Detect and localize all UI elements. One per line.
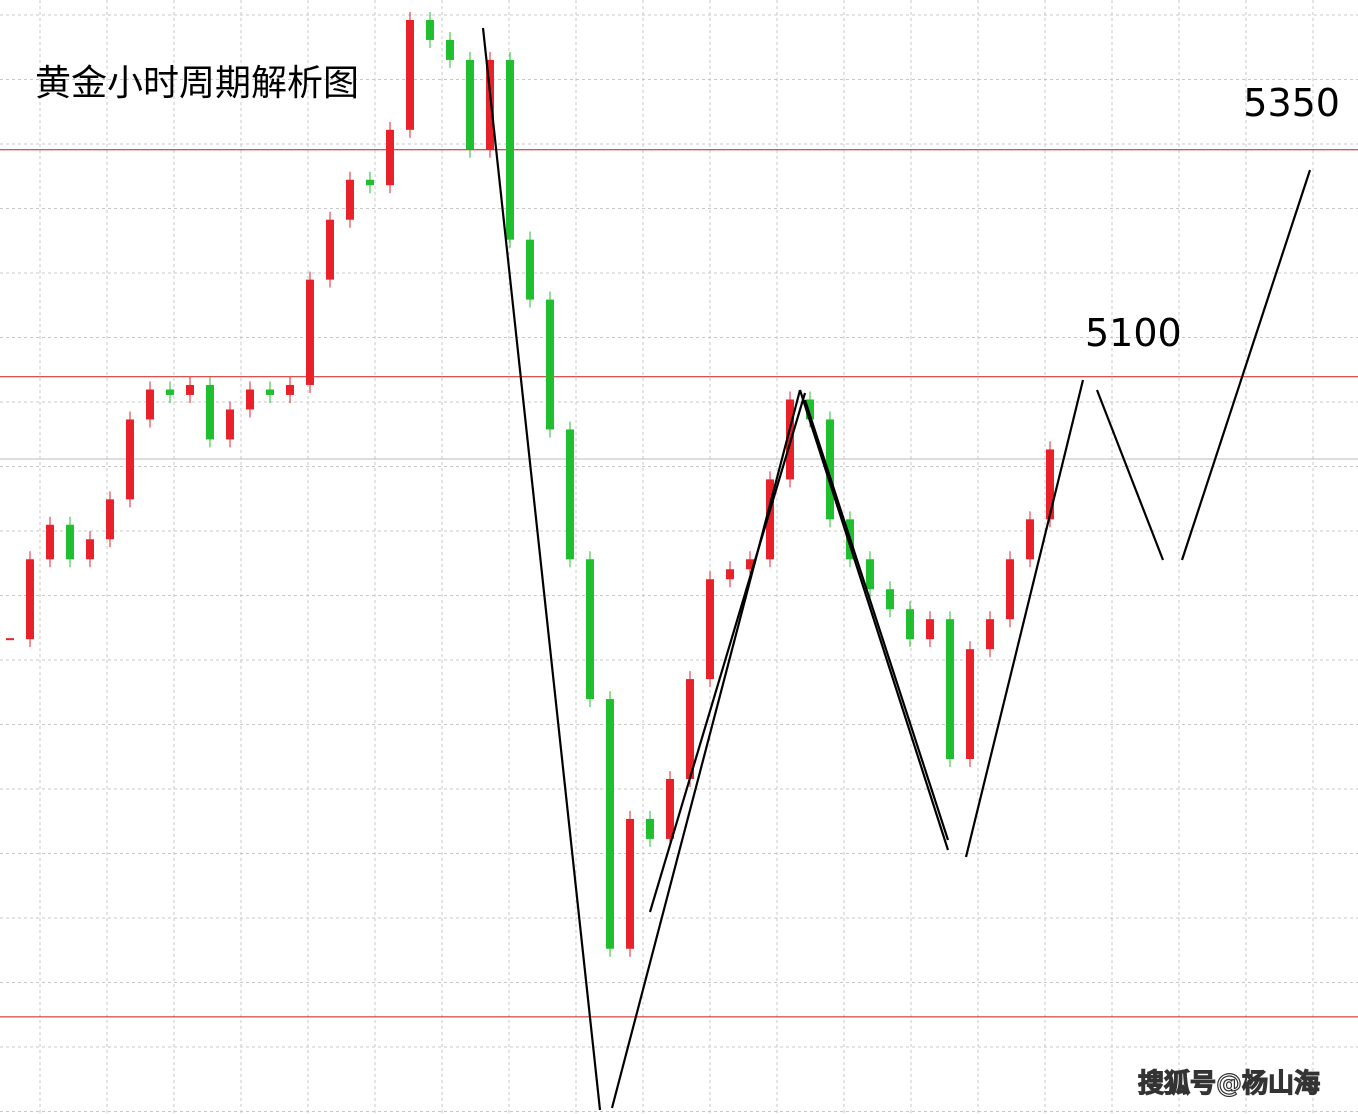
candle bbox=[986, 619, 994, 650]
trend-line bbox=[798, 389, 950, 851]
candle bbox=[606, 699, 614, 949]
trend-line bbox=[610, 389, 802, 1109]
chart-title: 黄金小时周期解析图 bbox=[35, 63, 359, 104]
candle bbox=[146, 389, 154, 420]
candle bbox=[826, 419, 834, 520]
candle bbox=[966, 649, 974, 760]
candle bbox=[6, 638, 14, 641]
candle bbox=[686, 679, 694, 779]
candle bbox=[306, 279, 314, 385]
candle bbox=[186, 384, 194, 395]
candle bbox=[566, 429, 574, 560]
candle bbox=[446, 39, 454, 60]
candle bbox=[866, 559, 874, 590]
candle bbox=[486, 59, 494, 150]
candle bbox=[746, 559, 754, 570]
candle bbox=[126, 419, 134, 500]
candle bbox=[806, 399, 814, 420]
candle bbox=[526, 239, 534, 300]
candle bbox=[726, 569, 734, 580]
candle bbox=[346, 179, 354, 220]
candle bbox=[586, 559, 594, 700]
candle bbox=[946, 619, 954, 760]
candle bbox=[206, 384, 214, 440]
trend-line bbox=[648, 392, 807, 913]
candle bbox=[246, 389, 254, 410]
candle bbox=[366, 179, 374, 186]
candle bbox=[666, 778, 674, 839]
candle bbox=[166, 389, 174, 395]
trend-line bbox=[803, 399, 950, 841]
trend-line bbox=[1180, 169, 1312, 561]
candle bbox=[1026, 519, 1034, 560]
candle bbox=[386, 129, 394, 186]
candle bbox=[766, 479, 774, 560]
candle bbox=[46, 524, 54, 560]
candle bbox=[226, 409, 234, 440]
candle bbox=[106, 499, 114, 540]
candle bbox=[86, 539, 94, 560]
trend-line bbox=[481, 27, 602, 1111]
projection-lines bbox=[481, 27, 1312, 1111]
candle bbox=[26, 559, 34, 640]
level-label: 5350 bbox=[1243, 81, 1340, 125]
candle bbox=[926, 619, 934, 640]
trend-line bbox=[964, 379, 1085, 858]
candle bbox=[1006, 559, 1014, 620]
level-label: 5100 bbox=[1085, 311, 1182, 355]
candle bbox=[546, 299, 554, 430]
candle bbox=[426, 19, 434, 40]
candle bbox=[326, 219, 334, 280]
candle bbox=[286, 384, 294, 395]
candle bbox=[886, 589, 894, 610]
candle bbox=[466, 59, 474, 150]
candle bbox=[646, 818, 654, 839]
candle bbox=[406, 19, 414, 130]
candle bbox=[1046, 449, 1054, 520]
candle bbox=[626, 818, 634, 949]
trend-line bbox=[1095, 389, 1165, 561]
candle bbox=[706, 579, 714, 680]
candle bbox=[66, 524, 74, 560]
candle bbox=[506, 59, 514, 240]
watermark: 搜狐号@杨山海 bbox=[1138, 1069, 1320, 1099]
candle bbox=[906, 609, 914, 640]
candle bbox=[266, 389, 274, 395]
